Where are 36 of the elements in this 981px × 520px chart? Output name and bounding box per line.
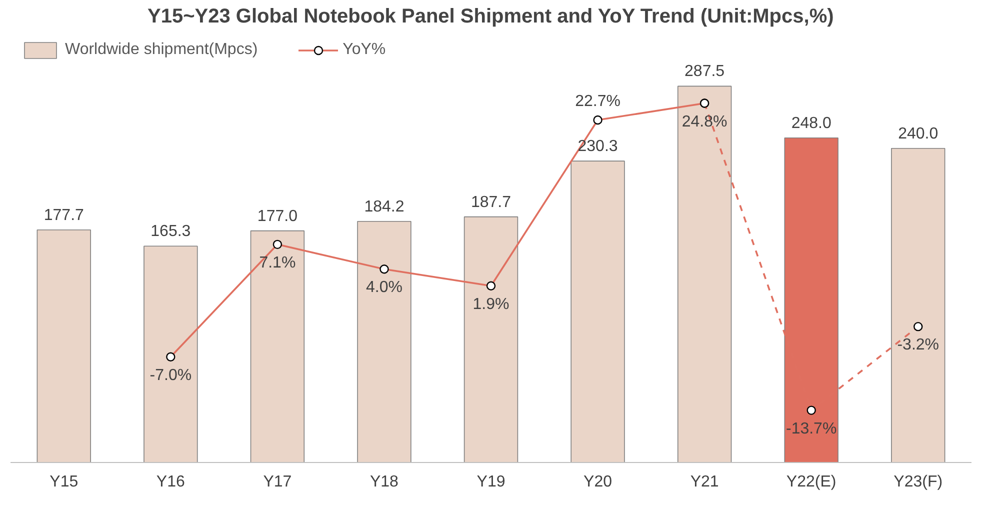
x-tick-label: Y17	[263, 474, 292, 490]
legend-label: YoY%	[342, 41, 386, 59]
x-tick-label: Y18	[370, 474, 399, 490]
bar	[570, 160, 625, 462]
x-tick-label: Y19	[476, 474, 506, 490]
x-tick-label: Y15	[50, 474, 78, 490]
bar	[891, 148, 946, 462]
bar	[357, 221, 412, 462]
bar	[677, 86, 732, 462]
data-label: 165.3	[150, 223, 191, 240]
bar	[250, 230, 305, 462]
data-label: -3.2%	[897, 336, 940, 354]
data-label: 24.8%	[682, 113, 728, 130]
x-tick-label: Y16	[156, 474, 186, 490]
data-label: 177.7	[44, 206, 84, 224]
chart-title: Y15~Y23 Global Notebook Panel Shipment and YoY Trend (Unit:Mpcs,%)	[148, 6, 834, 28]
x-tick-label: Y23(F)	[894, 474, 943, 490]
data-label: 7.1%	[259, 254, 296, 272]
bar	[144, 246, 198, 462]
x-tick-label: Y22(E)	[786, 474, 836, 490]
data-label: 177.0	[257, 208, 298, 225]
data-label: 187.7	[470, 194, 512, 211]
bar	[36, 230, 91, 462]
data-label: 240.0	[898, 125, 938, 142]
data-label: 4.0%	[366, 279, 402, 296]
x-tick-label: Y21	[690, 474, 719, 490]
data-label: 287.5	[684, 63, 725, 80]
data-label: -7.0%	[150, 366, 192, 384]
data-label: 248.0	[791, 114, 832, 132]
bar	[464, 216, 518, 462]
data-label: 1.9%	[472, 296, 510, 313]
x-tick-label: Y20	[584, 474, 612, 490]
data-label: 184.2	[364, 198, 404, 216]
data-label: 22.7%	[575, 93, 620, 110]
data-label: -13.7%	[786, 420, 837, 438]
legend-label: Worldwide shipment(Mpcs)	[65, 41, 258, 59]
